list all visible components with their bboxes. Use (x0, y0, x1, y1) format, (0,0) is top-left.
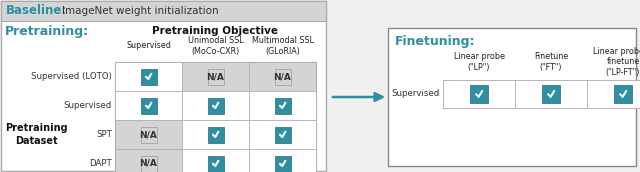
Text: Supervised: Supervised (64, 101, 112, 110)
Bar (542, 85, 560, 103)
Text: N/A: N/A (140, 130, 157, 139)
Bar (115, 62, 316, 172)
Bar (587, 80, 640, 108)
Bar (141, 68, 157, 84)
Text: SPT: SPT (96, 130, 112, 139)
Bar (275, 126, 291, 142)
Bar (115, 62, 182, 91)
Bar (249, 62, 316, 91)
Bar (207, 68, 223, 84)
Text: Pretraining
Dataset: Pretraining Dataset (5, 123, 68, 146)
Text: Linear probe
("LP"): Linear probe ("LP") (454, 52, 504, 72)
Text: Supervised: Supervised (126, 41, 171, 51)
Bar (182, 120, 249, 149)
Bar (141, 126, 157, 142)
Text: Unimodal SSL
(MoCo-CXR): Unimodal SSL (MoCo-CXR) (188, 36, 243, 56)
Bar (275, 155, 291, 171)
Bar (182, 62, 249, 91)
Bar (275, 98, 291, 114)
Bar (141, 155, 157, 171)
Bar (182, 149, 249, 172)
Text: N/A: N/A (273, 72, 291, 81)
Text: Finetuning:: Finetuning: (395, 35, 476, 47)
Bar (470, 85, 488, 103)
Text: Pretraining Objective: Pretraining Objective (152, 26, 278, 36)
Bar (249, 91, 316, 120)
Bar (182, 91, 249, 120)
Bar (388, 28, 636, 166)
Text: Baseline:: Baseline: (6, 4, 67, 18)
Text: Multimodal SSL
(GLoRIA): Multimodal SSL (GLoRIA) (252, 36, 314, 56)
Text: Linear probe +
finetune
("LP-FT"): Linear probe + finetune ("LP-FT") (593, 47, 640, 77)
Bar (1, 1, 326, 171)
Bar (207, 126, 223, 142)
Bar (115, 91, 182, 120)
Bar (207, 155, 223, 171)
Bar (515, 80, 587, 108)
Bar (115, 120, 182, 149)
Bar (614, 85, 632, 103)
Text: DAPT: DAPT (89, 159, 112, 168)
Text: Supervised (LOTO): Supervised (LOTO) (31, 72, 112, 81)
Text: Finetune
("FT"): Finetune ("FT") (534, 52, 568, 72)
Bar (249, 149, 316, 172)
Bar (443, 80, 515, 108)
Text: N/A: N/A (140, 159, 157, 168)
Bar (207, 98, 223, 114)
Text: ImageNet weight initialization: ImageNet weight initialization (62, 6, 219, 16)
Text: Pretraining:: Pretraining: (5, 25, 89, 39)
Bar (443, 80, 640, 108)
Bar (141, 98, 157, 114)
Bar (275, 68, 291, 84)
Bar (115, 149, 182, 172)
Text: N/A: N/A (207, 72, 225, 81)
Bar (1, 1, 326, 21)
Text: Supervised: Supervised (392, 89, 440, 99)
Bar (249, 120, 316, 149)
